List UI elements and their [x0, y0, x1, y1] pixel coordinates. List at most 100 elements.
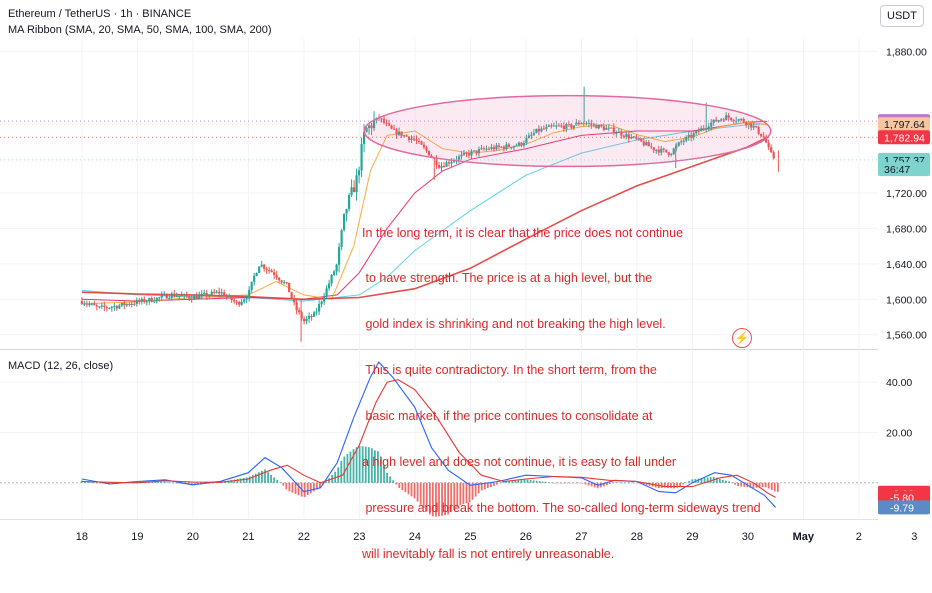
- macd-histogram-bar: [636, 482, 639, 484]
- candle-body: [650, 146, 653, 148]
- candle-body: [337, 246, 341, 265]
- candle-body: [430, 155, 433, 158]
- candle-body: [100, 305, 103, 307]
- candle-body: [657, 149, 660, 153]
- time-axis[interactable]: 18 19 20 21 22 23 24 25 26 27 28 29 30 May 2 3: [76, 531, 918, 543]
- candle-body: [762, 136, 765, 138]
- candle-body: [677, 142, 680, 146]
- range-ellipse: [363, 94, 772, 168]
- time-tick-label: 2: [856, 531, 862, 543]
- candle-body: [258, 266, 261, 273]
- macd-histogram-bar: [343, 456, 346, 483]
- macd-histogram-bar: [319, 482, 321, 488]
- currency-button[interactable]: USDT: [880, 5, 924, 27]
- candle-body: [522, 143, 526, 146]
- candle-body: [278, 277, 281, 281]
- macd-legend[interactable]: MACD (12, 26, close): [8, 360, 114, 372]
- candle-body: [425, 147, 428, 151]
- candle-body: [95, 305, 98, 307]
- ma-ribbon-legend[interactable]: MA Ribbon (SMA, 20, SMA, 50, SMA, 100, S…: [8, 24, 272, 36]
- macd-histogram-bar: [725, 480, 727, 483]
- candle-body: [367, 125, 371, 129]
- candle-body: [288, 282, 291, 293]
- candle-body: [415, 139, 418, 141]
- annotation-line: This is quite contradictory. In the shor…: [362, 363, 657, 378]
- candle-body: [500, 146, 503, 148]
- candle-body: [175, 296, 178, 298]
- macd-histogram-bar: [413, 482, 416, 499]
- candle-body: [710, 122, 713, 127]
- candle-body: [150, 298, 153, 302]
- macd-histogram-bar: [453, 482, 456, 510]
- chart-root: 1,560.00 1,600.00 1,640.00 1,680.00 1,720.00…: [0, 0, 932, 561]
- candle-body: [752, 125, 755, 128]
- macd-histogram-bar: [703, 477, 706, 483]
- candle-body: [228, 295, 231, 297]
- macd-histogram-bar: [728, 481, 730, 483]
- candle-body: [717, 120, 720, 122]
- time-tick-label: 22: [298, 531, 310, 543]
- macd-histogram-bar: [773, 482, 776, 492]
- macd-histogram-bar: [193, 482, 196, 486]
- macd-series: [80, 361, 779, 517]
- candle-body: [390, 125, 393, 129]
- price-label-bg: [878, 130, 930, 145]
- candle-body: [320, 301, 323, 305]
- macd-histogram-bar: [621, 482, 624, 484]
- candle-body: [482, 148, 486, 150]
- candle-body: [457, 156, 461, 160]
- macd-histogram-bar: [740, 482, 743, 487]
- macd-histogram-bar: [163, 481, 166, 483]
- lightning-icon[interactable]: ⚡: [732, 328, 752, 348]
- candle-body: [502, 146, 506, 149]
- candle-body: [597, 124, 600, 129]
- price-axis[interactable]: 1,560.00 1,600.00 1,640.00 1,680.00 1,720.00…: [0, 0, 932, 550]
- time-tick-label: 24: [409, 531, 421, 543]
- macd-histogram-bar: [584, 482, 587, 485]
- candle-body: [105, 307, 108, 309]
- candle-body: [198, 295, 201, 299]
- candle-body: [173, 293, 176, 297]
- candle-body: [447, 162, 451, 164]
- candle-body: [370, 125, 373, 129]
- candle-body: [213, 291, 216, 293]
- candle-body: [740, 119, 743, 121]
- macd-histogram-bar: [422, 482, 425, 508]
- macd-histogram-bar: [538, 481, 541, 483]
- candle-body: [580, 123, 583, 125]
- candle-body: [625, 134, 628, 137]
- candle-body: [223, 292, 226, 297]
- candle-body: [163, 294, 166, 296]
- candle-body: [745, 122, 748, 126]
- candle-body: [467, 153, 471, 156]
- macd-histogram-bar: [380, 456, 382, 483]
- candle-body: [572, 125, 575, 128]
- candle-body: [165, 294, 168, 299]
- macd-histogram-bar: [706, 477, 709, 483]
- macd-histogram-bar: [587, 482, 590, 486]
- candle-body: [365, 128, 368, 132]
- macd-histogram-bar: [551, 482, 553, 484]
- candle-body: [352, 187, 356, 193]
- candle-body: [200, 293, 203, 296]
- candle-body: [88, 304, 91, 306]
- candle-body: [325, 288, 328, 297]
- macd-line: [81, 361, 777, 508]
- candle-body: [610, 127, 613, 129]
- macd-histogram-bar: [526, 479, 529, 483]
- candle-body: [350, 187, 353, 196]
- candle-body: [627, 134, 630, 139]
- candle-body: [125, 303, 128, 306]
- macd-histogram-bar: [264, 469, 266, 483]
- candle-body: [727, 115, 730, 118]
- chart-canvas[interactable]: 1,560.00 1,600.00 1,640.00 1,680.00 1,720.00…: [0, 0, 932, 550]
- macd-histogram-bar: [438, 482, 440, 517]
- macd-histogram-bar: [685, 482, 688, 484]
- candle-body: [103, 305, 106, 308]
- candle-body: [440, 166, 443, 168]
- time-tick-label: 25: [464, 531, 476, 543]
- candle-body: [642, 141, 645, 146]
- signal-line: [81, 379, 776, 498]
- macd-histogram-bar: [767, 482, 770, 489]
- macd-histogram-bar: [419, 482, 422, 505]
